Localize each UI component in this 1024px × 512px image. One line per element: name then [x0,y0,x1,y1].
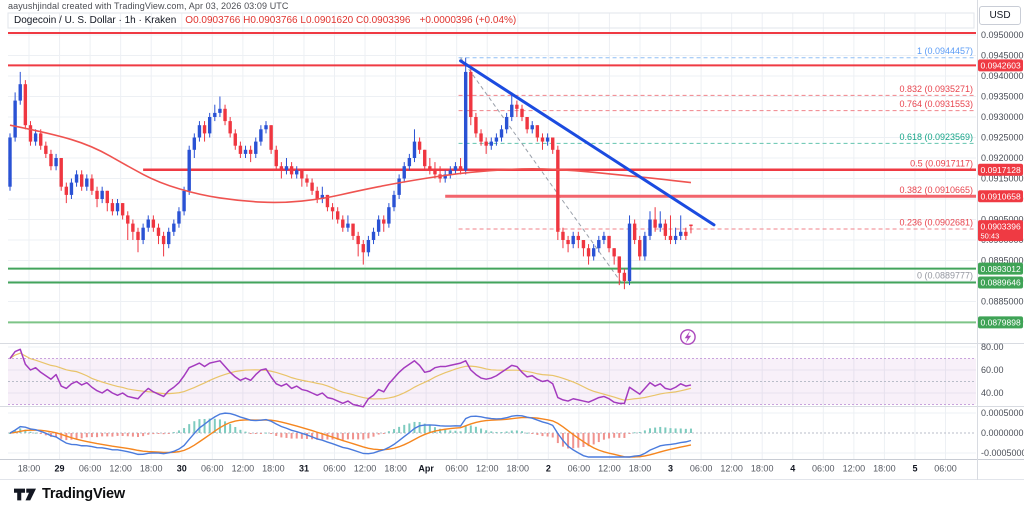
svg-text:0.0950000: 0.0950000 [981,30,1024,40]
svg-text:0.0893012: 0.0893012 [981,264,1021,274]
svg-text:0.0930000: 0.0930000 [981,112,1024,122]
svg-text:18:00: 18:00 [507,464,530,474]
svg-text:12:00: 12:00 [109,464,132,474]
svg-text:3: 3 [668,464,673,474]
svg-text:12:00: 12:00 [598,464,621,474]
svg-text:0.0940000: 0.0940000 [981,71,1024,81]
svg-text:0.0889646: 0.0889646 [981,278,1021,288]
svg-text:30: 30 [177,464,187,474]
svg-text:06:00: 06:00 [79,464,102,474]
svg-text:1 (0.0944457): 1 (0.0944457) [917,46,973,56]
svg-text:-0.0005000: -0.0005000 [981,448,1024,458]
attribution-text: aayushjindal created with TradingView.co… [8,1,289,11]
svg-text:18:00: 18:00 [751,464,774,474]
rsi-indicator [9,348,692,408]
symbol-title[interactable]: Dogecoin / U. S. Dollar · 1h · Kraken [14,15,177,26]
trendline-drawing[interactable] [459,59,716,227]
svg-text:0.0910658: 0.0910658 [981,192,1021,202]
svg-text:12:00: 12:00 [720,464,743,474]
svg-text:0.0005000: 0.0005000 [981,408,1024,418]
svg-text:06:00: 06:00 [445,464,468,474]
candles [8,57,693,290]
svg-text:0.0925000: 0.0925000 [981,133,1024,143]
svg-text:29: 29 [55,464,65,474]
svg-text:0.0903396: 0.0903396 [981,221,1021,231]
svg-text:80.00: 80.00 [981,342,1004,352]
ohlc-values: O0.0903766 H0.0903766 L0.0901620 C0.0903… [185,15,411,26]
svg-text:0.0879898: 0.0879898 [981,318,1021,328]
fib-retracement-drawing[interactable] [458,57,976,283]
svg-text:0.0885000: 0.0885000 [981,297,1024,307]
svg-text:0.764 (0.0931553): 0.764 (0.0931553) [899,99,973,109]
svg-text:4: 4 [790,464,795,474]
macd-indicator [9,412,692,458]
svg-text:60.00: 60.00 [981,365,1004,375]
svg-text:12:00: 12:00 [354,464,377,474]
svg-text:0 (0.0889777): 0 (0.0889777) [917,270,973,280]
change-value: +0.0000396 (+0.04%) [419,15,517,26]
svg-text:12:00: 12:00 [476,464,499,474]
panel-separators [0,0,1024,480]
horizontal-line-drawings[interactable] [8,31,976,324]
svg-text:18:00: 18:00 [873,464,896,474]
svg-text:06:00: 06:00 [690,464,713,474]
ma-line [9,124,692,204]
svg-text:12:00: 12:00 [843,464,866,474]
svg-text:0.832 (0.0935271): 0.832 (0.0935271) [899,84,973,94]
svg-text:0.0905000: 0.0905000 [981,215,1024,225]
svg-text:0.382 (0.0910665): 0.382 (0.0910665) [899,185,973,195]
svg-text:Apr: Apr [418,464,434,474]
tradingview-logo[interactable]: TradingView [14,486,125,502]
svg-text:31: 31 [299,464,309,474]
currency-label[interactable]: USD [979,6,1021,25]
svg-text:18:00: 18:00 [262,464,285,474]
svg-text:5: 5 [912,464,917,474]
svg-text:06:00: 06:00 [323,464,346,474]
grid [7,12,976,459]
svg-text:40.00: 40.00 [981,388,1004,398]
time-axis[interactable]: 18:00 29 06:00 12:00 18:00 30 06:00 12:00 18:00 3… [18,464,957,474]
svg-text:50:43: 50:43 [981,232,1000,241]
svg-text:06:00: 06:00 [568,464,591,474]
svg-text:0.0917128: 0.0917128 [981,165,1021,175]
fib-labels: 1 (0.0944457) 0.832 (0.0935271) 0.764 (0.0… [899,46,973,280]
svg-text:18:00: 18:00 [18,464,41,474]
svg-text:0.236 (0.0902681): 0.236 (0.0902681) [899,218,973,228]
svg-text:0.0915000: 0.0915000 [981,174,1024,184]
lightning-icon [684,330,692,344]
svg-text:2: 2 [546,464,551,474]
svg-text:0.5 (0.0917117): 0.5 (0.0917117) [910,158,973,168]
svg-text:0.618 (0.0923569): 0.618 (0.0923569) [899,132,973,142]
svg-text:0.0935000: 0.0935000 [981,92,1024,102]
svg-text:0.0942603: 0.0942603 [981,61,1021,71]
price-badges: 0.09426030.09171280.09106580.08930120.08… [978,59,1023,329]
svg-text:06:00: 06:00 [812,464,835,474]
tradingview-logo-icon [14,488,36,500]
svg-text:18:00: 18:00 [140,464,163,474]
svg-text:18:00: 18:00 [384,464,407,474]
svg-text:12:00: 12:00 [232,464,255,474]
svg-text:0.0945000: 0.0945000 [981,51,1024,61]
svg-text:0.0920000: 0.0920000 [981,153,1024,163]
rsi-panel [8,346,976,405]
svg-text:06:00: 06:00 [934,464,957,474]
svg-text:18:00: 18:00 [629,464,652,474]
price-axis[interactable]: 0.0950000 0.0945000 0.0940000 0.0935000 0.09… [981,30,1024,458]
symbol-legend: Dogecoin / U. S. Dollar · 1h · Kraken O0… [8,13,972,28]
tradingview-logo-text: TradingView [42,486,125,502]
svg-text:06:00: 06:00 [201,464,224,474]
svg-text:0.0895000: 0.0895000 [981,256,1024,266]
lightning-marker[interactable] [679,329,696,345]
svg-text:0.0000000: 0.0000000 [981,428,1024,438]
